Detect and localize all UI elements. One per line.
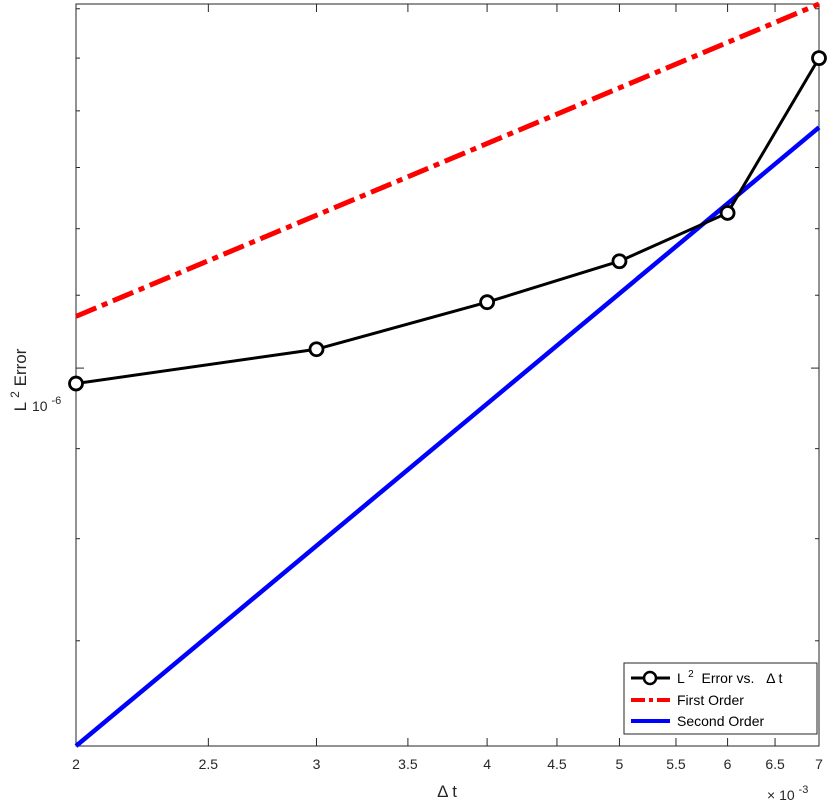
y-tick-label-base: 10: [32, 398, 48, 414]
y-axis-label-rest: Error: [11, 348, 30, 386]
x-axis-ticks: 2 2.5 3 3.5 4 4.5 5 5.5 6 6.5 7: [72, 4, 823, 772]
x-tick-label: 5.5: [666, 756, 686, 772]
legend-label-first-order: First Order: [677, 692, 744, 708]
x-tick-label: 4: [483, 756, 491, 772]
y-axis-label: L 2 Error: [4, 348, 30, 411]
x-tick-label: 2.5: [199, 756, 219, 772]
data-point-l2-error: [68, 375, 84, 392]
legend-label-l2-error: L 2 Error vs. Δ t: [677, 664, 783, 686]
x-tick-label: 3.5: [398, 756, 418, 772]
x-axis-exponent-base: × 10: [767, 787, 795, 803]
x-tick-label: 5: [616, 756, 624, 772]
y-axis-ticks: [76, 8, 819, 642]
plot-area: [75, 3, 820, 747]
series-line-second-order: [74, 125, 821, 748]
x-tick-label: 4.5: [547, 756, 567, 772]
x-tick-label: 3: [313, 756, 321, 772]
x-axis-exponent-sup: -3: [799, 784, 809, 796]
data-point-l2-error: [719, 205, 736, 221]
legend: L 2 Error vs. Δ t First Order Second Ord…: [623, 662, 818, 735]
data-point-l2-error: [479, 294, 495, 311]
legend-l2-sup: 2: [688, 669, 694, 680]
x-tick-label: 6: [724, 756, 732, 772]
x-axis-exponent: × 10 -3: [767, 784, 808, 803]
legend-marker-l2-error: [642, 670, 658, 686]
series-line-l2-error: [75, 57, 821, 386]
x-tick-label: 6.5: [765, 756, 785, 772]
data-point-l2-error: [611, 253, 628, 270]
series-layer: [68, 1, 827, 748]
x-tick-label: 2: [72, 756, 80, 772]
data-point-l2-error: [308, 341, 325, 358]
y-axis-label-base: L: [11, 402, 30, 411]
y-tick-label-sup: -6: [51, 395, 61, 407]
y-axis-label-sup: 2: [8, 391, 22, 398]
series-line-first-order: [75, 1, 820, 319]
axes-box: [75, 3, 820, 747]
legend-l2-base: L: [677, 670, 685, 686]
legend-l2-rest: Error vs. Δ t: [698, 670, 783, 686]
data-point-l2-error: [811, 50, 827, 67]
legend-label-second-order: Second Order: [677, 713, 764, 729]
x-tick-label: 7: [815, 756, 823, 772]
y-tick-label-major: 10 -6: [32, 395, 61, 414]
x-axis-label: Δ t: [437, 782, 457, 801]
